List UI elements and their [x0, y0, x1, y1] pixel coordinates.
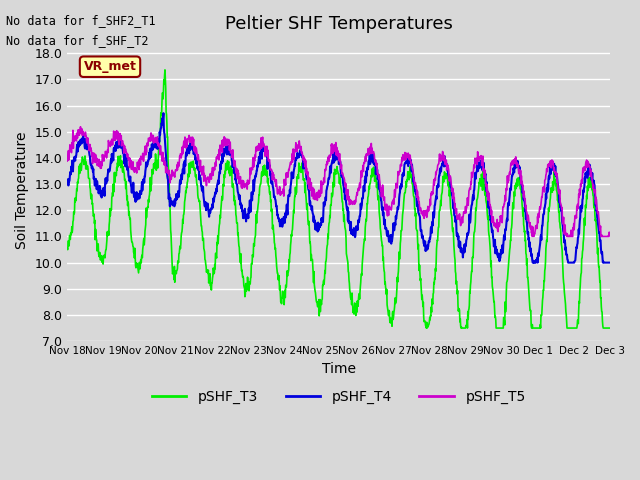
pSHF_T4 — [606, 260, 614, 265]
Text: VR_met: VR_met — [84, 60, 136, 73]
pSHF_T3 — [606, 325, 614, 331]
Legend: pSHF_T3, pSHF_T4, pSHF_T5: pSHF_T3, pSHF_T4, pSHF_T5 — [146, 384, 531, 409]
Line: pSHF_T5: pSHF_T5 — [67, 127, 610, 237]
pSHF_T3 — [172, 272, 179, 277]
pSHF_T4 — [494, 254, 502, 260]
pSHF_T4 — [423, 242, 431, 248]
pSHF_T4 — [172, 201, 179, 207]
pSHF_T3 — [424, 321, 431, 327]
pSHF_T4 — [159, 110, 167, 116]
Line: pSHF_T4: pSHF_T4 — [67, 113, 610, 263]
Text: No data for f_SHF_T2: No data for f_SHF_T2 — [6, 34, 149, 47]
pSHF_T3 — [495, 325, 502, 331]
pSHF_T3 — [184, 171, 192, 177]
pSHF_T5 — [423, 212, 431, 218]
X-axis label: Time: Time — [322, 361, 356, 375]
Line: pSHF_T3: pSHF_T3 — [67, 70, 610, 328]
pSHF_T5 — [543, 171, 550, 177]
pSHF_T5 — [245, 180, 253, 186]
pSHF_T3 — [543, 241, 550, 247]
Y-axis label: Soil Temperature: Soil Temperature — [15, 132, 29, 250]
Text: No data for f_SHF2_T1: No data for f_SHF2_T1 — [6, 14, 156, 27]
pSHF_T4 — [543, 196, 550, 202]
pSHF_T5 — [77, 124, 84, 130]
pSHF_T3 — [422, 325, 430, 331]
pSHF_T5 — [63, 158, 71, 164]
pSHF_T3 — [245, 288, 253, 294]
pSHF_T5 — [606, 230, 614, 236]
pSHF_T5 — [529, 234, 536, 240]
pSHF_T4 — [184, 144, 192, 150]
Title: Peltier SHF Temperatures: Peltier SHF Temperatures — [225, 15, 452, 33]
pSHF_T5 — [172, 169, 179, 175]
pSHF_T4 — [529, 260, 536, 265]
pSHF_T3 — [63, 245, 71, 251]
pSHF_T4 — [245, 210, 253, 216]
pSHF_T5 — [184, 135, 192, 141]
pSHF_T4 — [63, 179, 71, 185]
pSHF_T5 — [494, 229, 502, 235]
pSHF_T3 — [161, 67, 169, 73]
